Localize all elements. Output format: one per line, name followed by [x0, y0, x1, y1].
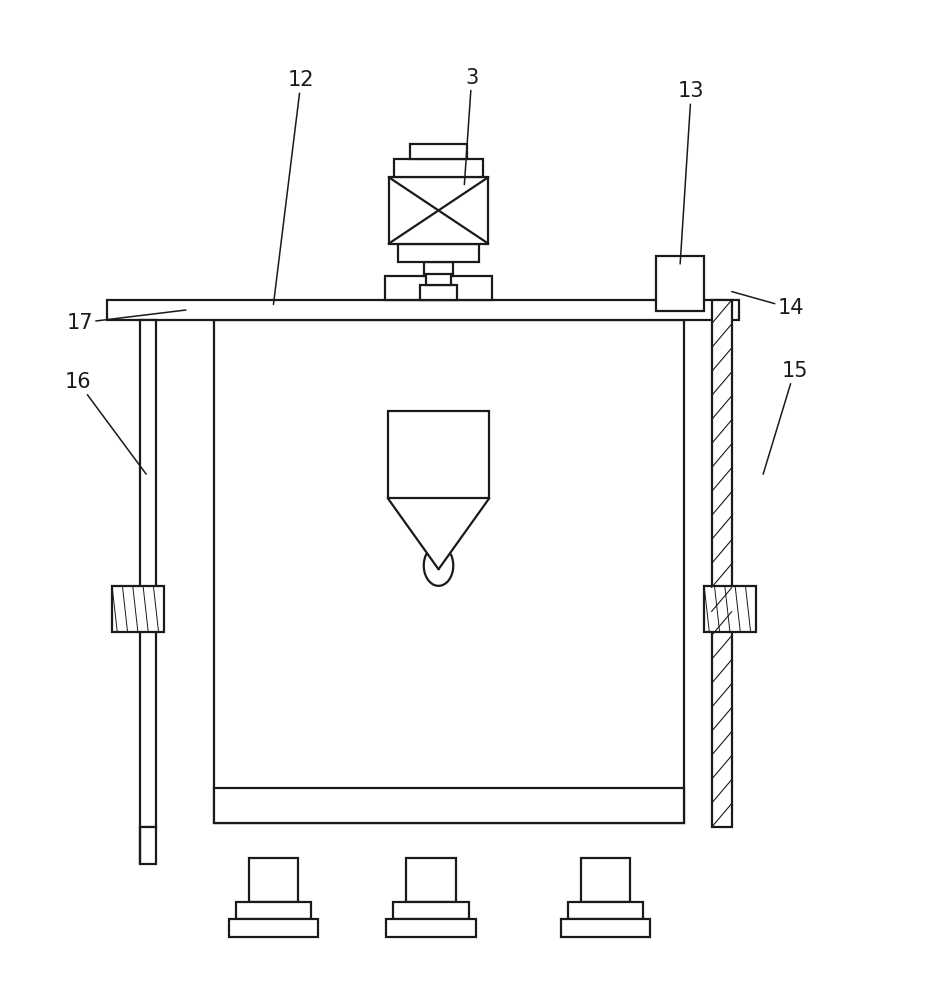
- Bar: [398, 244, 479, 262]
- Bar: [214, 320, 684, 823]
- Bar: [410, 144, 467, 159]
- Bar: [393, 902, 469, 919]
- Text: 12: 12: [274, 70, 315, 304]
- Bar: [568, 902, 643, 919]
- Bar: [236, 902, 311, 919]
- Bar: [228, 919, 318, 937]
- Bar: [386, 276, 491, 300]
- Text: 17: 17: [67, 310, 186, 333]
- Bar: [581, 858, 630, 902]
- Bar: [140, 320, 156, 827]
- Bar: [388, 411, 489, 498]
- Bar: [711, 300, 732, 827]
- Text: 16: 16: [65, 372, 146, 474]
- Text: 15: 15: [763, 361, 808, 474]
- Bar: [140, 827, 156, 864]
- Bar: [406, 858, 456, 902]
- Bar: [107, 300, 739, 320]
- Text: 3: 3: [464, 68, 478, 185]
- Bar: [420, 285, 457, 300]
- Bar: [426, 274, 451, 285]
- Bar: [388, 177, 488, 244]
- Bar: [394, 159, 483, 177]
- Bar: [424, 262, 453, 276]
- Bar: [112, 586, 164, 632]
- Text: 14: 14: [732, 292, 804, 318]
- Bar: [249, 858, 299, 902]
- Bar: [387, 919, 475, 937]
- Bar: [561, 919, 650, 937]
- Bar: [214, 788, 684, 823]
- Text: 13: 13: [678, 81, 705, 264]
- Bar: [656, 256, 704, 311]
- Bar: [704, 586, 756, 632]
